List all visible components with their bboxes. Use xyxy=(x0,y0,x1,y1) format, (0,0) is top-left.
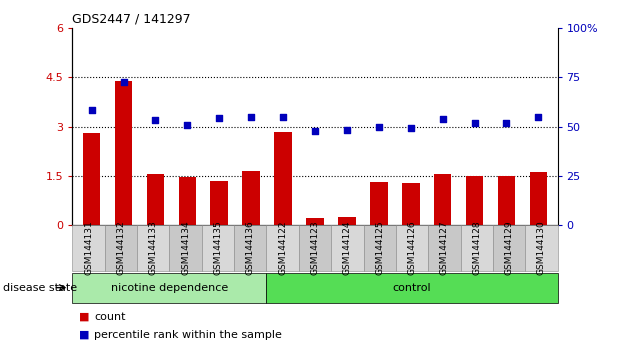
Point xyxy=(438,116,448,122)
Bar xyxy=(178,177,196,225)
Text: GSM144132: GSM144132 xyxy=(117,221,125,275)
Text: GSM144125: GSM144125 xyxy=(375,221,384,275)
Bar xyxy=(115,81,132,225)
Point xyxy=(406,125,416,130)
Text: disease state: disease state xyxy=(3,282,77,293)
Text: GSM144129: GSM144129 xyxy=(505,221,513,275)
Bar xyxy=(434,174,452,225)
Text: GSM144135: GSM144135 xyxy=(214,221,222,275)
Text: GSM144131: GSM144131 xyxy=(84,221,93,275)
Point xyxy=(469,120,479,125)
Text: GSM144128: GSM144128 xyxy=(472,221,481,275)
Text: ■: ■ xyxy=(79,312,89,322)
Point xyxy=(86,107,96,113)
Text: control: control xyxy=(392,282,432,293)
Bar xyxy=(147,174,164,225)
Text: GSM144130: GSM144130 xyxy=(537,221,546,275)
Text: GSM144122: GSM144122 xyxy=(278,221,287,275)
Point xyxy=(118,80,129,85)
Bar xyxy=(243,171,260,225)
Bar xyxy=(338,217,356,225)
Point xyxy=(310,128,320,134)
Text: GDS2447 / 141297: GDS2447 / 141297 xyxy=(72,12,191,25)
Text: GSM144136: GSM144136 xyxy=(246,221,255,275)
Point xyxy=(342,128,352,133)
Text: GSM144133: GSM144133 xyxy=(149,221,158,275)
Text: percentile rank within the sample: percentile rank within the sample xyxy=(94,330,282,339)
Bar xyxy=(274,132,292,225)
Bar xyxy=(402,183,420,225)
Bar xyxy=(498,176,515,225)
Point xyxy=(374,124,384,130)
Text: GSM144134: GSM144134 xyxy=(181,221,190,275)
Text: count: count xyxy=(94,312,126,322)
Text: nicotine dependence: nicotine dependence xyxy=(111,282,228,293)
Point xyxy=(214,115,224,121)
Point xyxy=(151,117,161,123)
Point xyxy=(246,115,256,120)
Point xyxy=(501,120,512,125)
Point xyxy=(182,122,192,128)
Text: ■: ■ xyxy=(79,330,89,339)
Text: GSM144126: GSM144126 xyxy=(408,221,416,275)
Text: GSM144124: GSM144124 xyxy=(343,221,352,275)
Bar xyxy=(466,176,483,225)
Bar xyxy=(210,181,228,225)
Point xyxy=(278,114,288,120)
Text: GSM144123: GSM144123 xyxy=(311,221,319,275)
Bar xyxy=(83,133,100,225)
Bar xyxy=(370,182,387,225)
Bar xyxy=(306,218,324,225)
Bar xyxy=(530,172,547,225)
Point xyxy=(534,115,544,120)
Text: GSM144127: GSM144127 xyxy=(440,221,449,275)
